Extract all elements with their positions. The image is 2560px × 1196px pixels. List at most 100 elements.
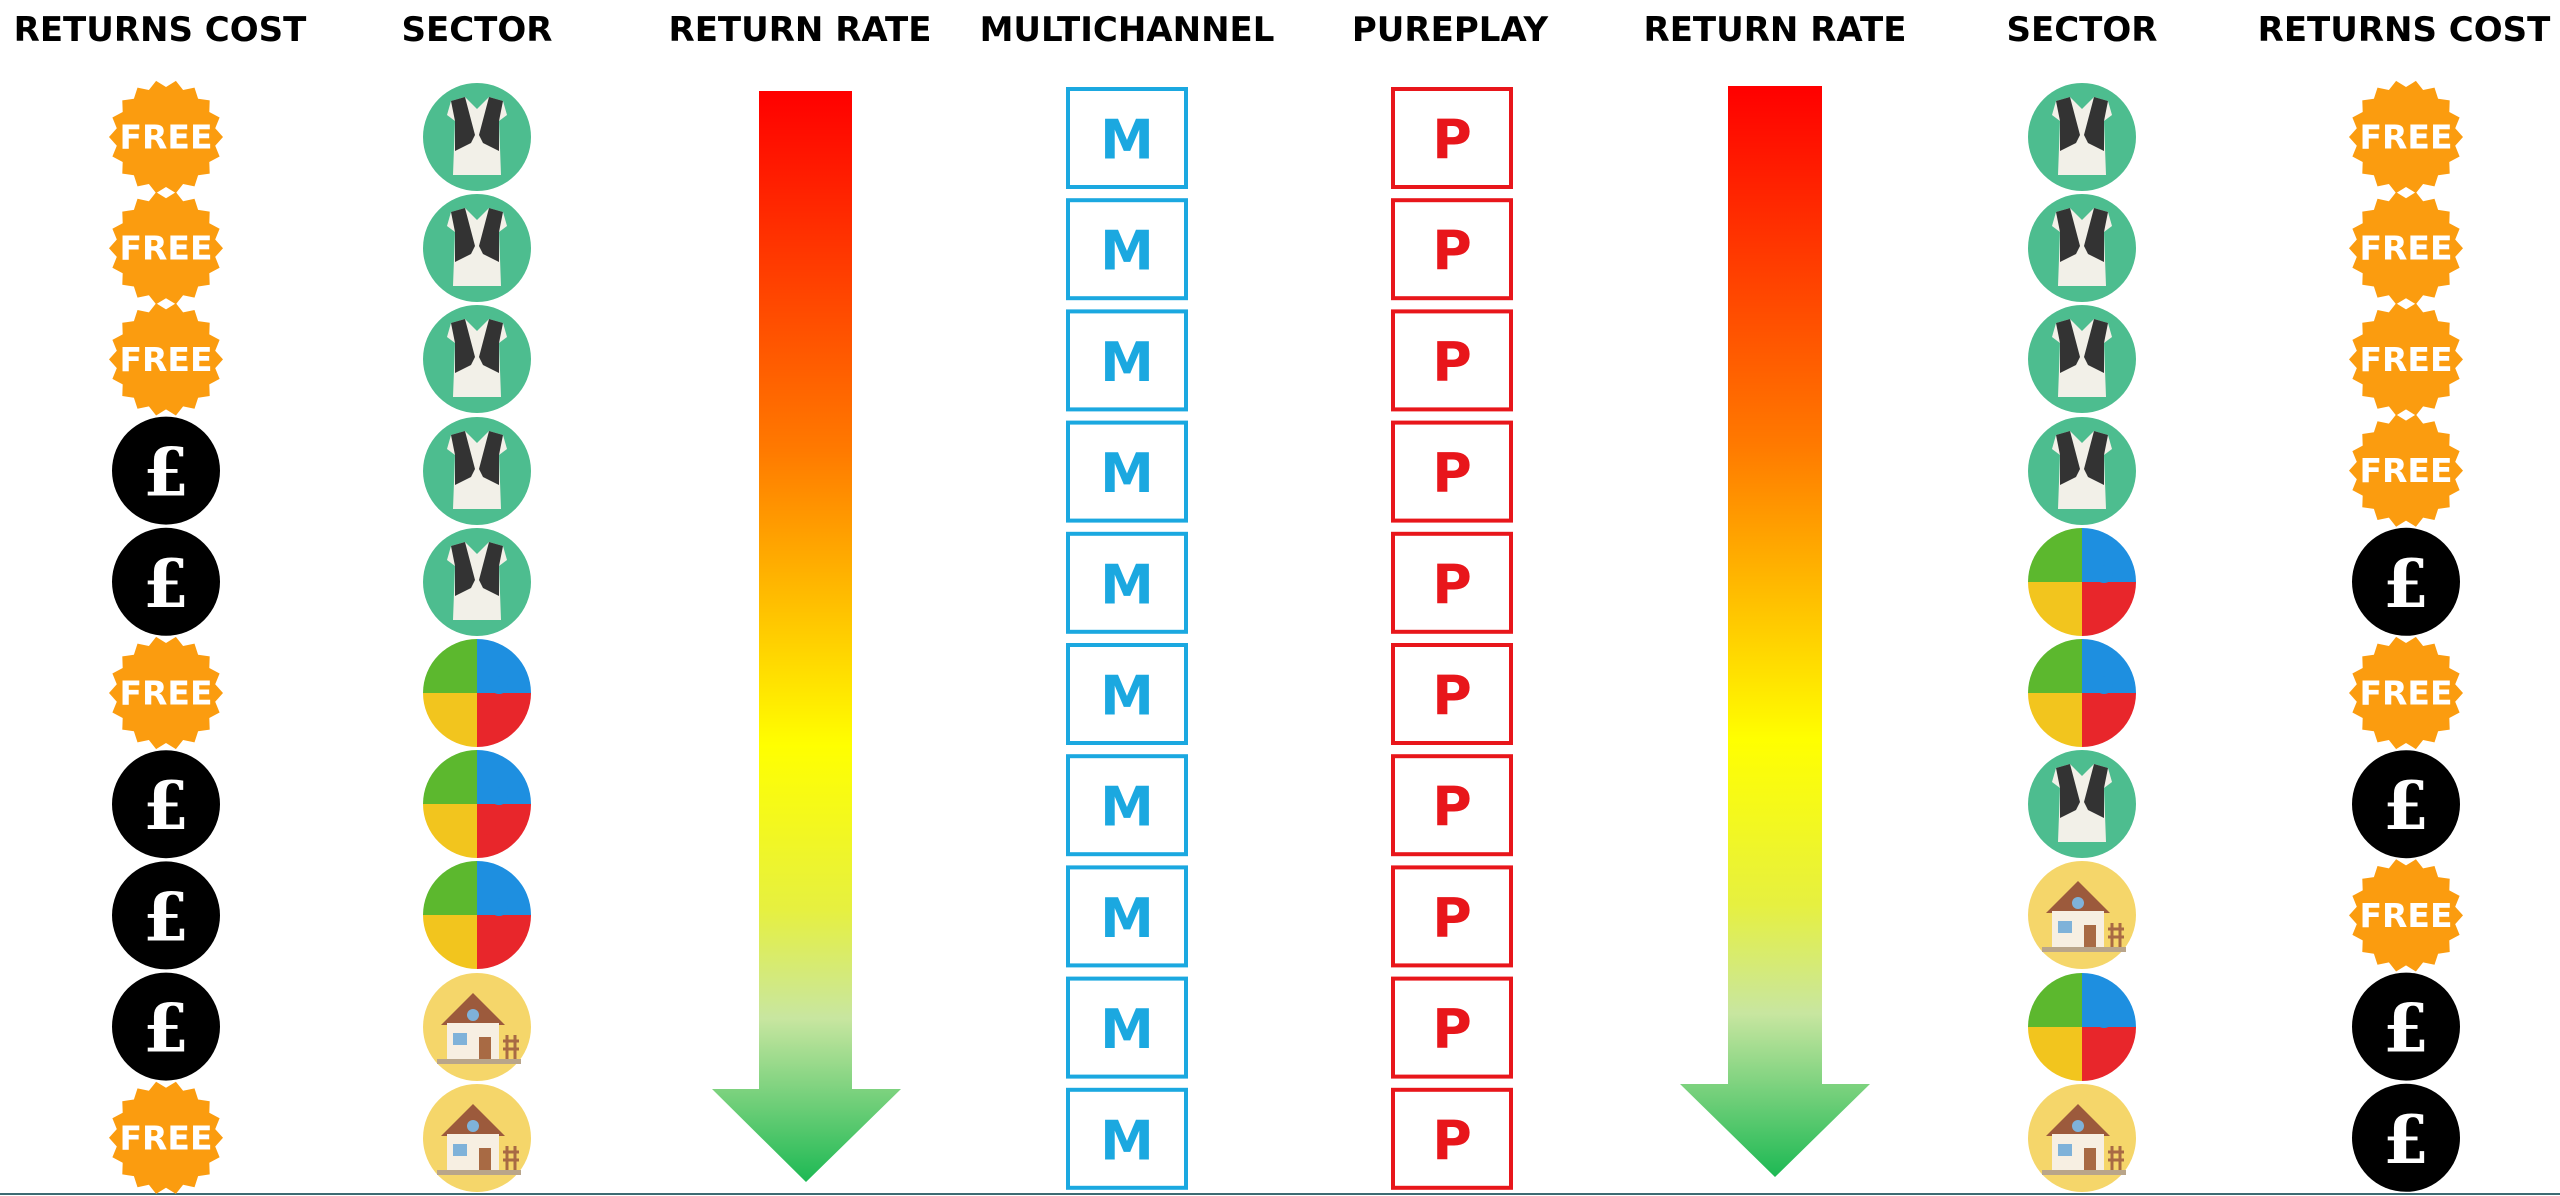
box-letter: P	[1432, 998, 1472, 1061]
box-letter: P	[1432, 331, 1472, 394]
multichannel-box: M	[1066, 754, 1188, 857]
letter-box	[1391, 976, 1513, 1079]
returns-cost-badge: FREE	[109, 80, 223, 194]
column-header: RETURN RATE	[669, 10, 932, 50]
box-letter: P	[1432, 887, 1472, 950]
returns-cost-badge: £	[112, 972, 220, 1081]
pound-badge	[2352, 527, 2460, 636]
pureplay-box: P	[1391, 309, 1513, 412]
returns-cost-badge: FREE	[2349, 859, 2463, 972]
pureplay-box: P	[1391, 87, 1513, 189]
home-icon	[2028, 1084, 2136, 1192]
badge-label: FREE	[119, 340, 212, 379]
box-letter: M	[1100, 442, 1154, 505]
right-sector-icons	[2028, 83, 2136, 1192]
fashion-icon	[423, 83, 531, 191]
fashion-icon	[423, 194, 531, 302]
badge-label: £	[2383, 545, 2429, 623]
box-letter: M	[1100, 220, 1154, 283]
pound-badge	[112, 750, 220, 859]
fashion-icon	[2028, 417, 2136, 525]
home-icon	[423, 1084, 531, 1192]
box-letter: P	[1432, 553, 1472, 616]
pureplay-box: P	[1391, 976, 1513, 1079]
badge-label: FREE	[2359, 674, 2452, 713]
puzzle-icon	[423, 639, 531, 747]
box-letter: P	[1432, 1109, 1472, 1172]
free-badge	[2349, 80, 2463, 194]
free-badge	[109, 303, 223, 416]
box-letter: M	[1100, 665, 1154, 728]
column-header: RETURNS COST	[14, 10, 308, 50]
letter-box	[1391, 754, 1513, 857]
puzzle-icon	[2028, 639, 2136, 747]
box-letter: M	[1100, 887, 1154, 950]
box-letter: M	[1100, 776, 1154, 839]
badge-label: £	[2383, 990, 2429, 1068]
multichannel-box: M	[1066, 531, 1188, 634]
free-badge	[109, 192, 223, 305]
badge-label: FREE	[119, 1118, 212, 1157]
box-letter: M	[1100, 331, 1154, 394]
badge-label: FREE	[2359, 118, 2452, 157]
letter-box	[1066, 976, 1188, 1079]
returns-cost-badge: £	[2352, 972, 2460, 1081]
returns-cost-badge: £	[2352, 1083, 2460, 1192]
returns-cost-badge: FREE	[2349, 636, 2463, 750]
box-letter: P	[1432, 665, 1472, 728]
pound-badge	[112, 527, 220, 636]
left-sector-icons	[423, 83, 531, 1192]
returns-cost-badge: FREE	[109, 636, 223, 750]
returns-cost-badge: £	[112, 416, 220, 525]
badge-label: £	[2383, 767, 2429, 845]
letter-box	[1391, 420, 1513, 523]
column-header: MULTICHANNEL	[980, 10, 1275, 50]
column-header: RETURN RATE	[1644, 10, 1907, 50]
badge-label: FREE	[2359, 340, 2452, 379]
free-badge	[109, 80, 223, 194]
fashion-icon	[2028, 194, 2136, 302]
box-letter: P	[1432, 220, 1472, 283]
multichannel-box: M	[1066, 643, 1188, 745]
home-icon	[2028, 861, 2136, 969]
letter-box	[1391, 643, 1513, 745]
pureplay-box: P	[1391, 420, 1513, 523]
box-letter: M	[1100, 109, 1154, 172]
letter-box	[1066, 87, 1188, 189]
badge-label: FREE	[2359, 451, 2452, 490]
letter-box	[1066, 198, 1188, 301]
returns-cost-badge: FREE	[2349, 414, 2463, 527]
box-letter: M	[1100, 553, 1154, 616]
return-rate-arrow	[1680, 86, 1870, 1177]
letter-box	[1066, 865, 1188, 968]
badge-label: £	[143, 434, 189, 512]
multichannel-box: M	[1066, 87, 1188, 189]
letter-box	[1066, 420, 1188, 523]
badge-label: FREE	[119, 229, 212, 268]
free-badge	[109, 1081, 223, 1194]
returns-cost-badge: FREE	[2349, 192, 2463, 305]
returns-cost-badge: £	[2352, 527, 2460, 636]
pound-badge	[2352, 972, 2460, 1081]
free-badge	[2349, 859, 2463, 972]
returns-cost-badge: £	[112, 527, 220, 636]
pound-badge	[112, 416, 220, 525]
letter-box	[1391, 531, 1513, 634]
letter-box	[1391, 87, 1513, 189]
returns-cost-badge: £	[112, 861, 220, 970]
badge-label: FREE	[119, 118, 212, 157]
returns-cost-badge: FREE	[109, 192, 223, 305]
box-letter: M	[1100, 1109, 1154, 1172]
home-icon	[423, 973, 531, 1081]
box-letter: P	[1432, 776, 1472, 839]
letter-box	[1066, 531, 1188, 634]
letter-box	[1066, 1087, 1188, 1190]
column-header: RETURNS COST	[2258, 10, 2552, 50]
return-rate-arrow	[712, 91, 901, 1182]
free-badge	[109, 636, 223, 750]
fashion-icon	[2028, 305, 2136, 413]
pureplay-box: P	[1391, 865, 1513, 968]
box-letter: P	[1432, 109, 1472, 172]
fashion-icon	[2028, 83, 2136, 191]
